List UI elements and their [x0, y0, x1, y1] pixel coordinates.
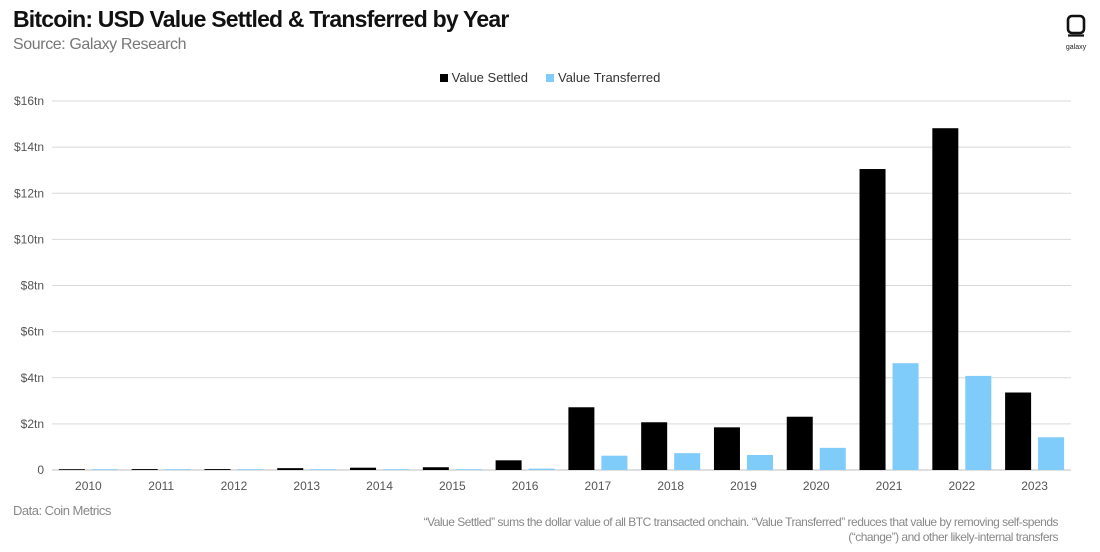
x-tick-label: 2012	[221, 479, 248, 493]
bars	[58, 128, 1065, 471]
y-tick-label: $12tn	[14, 186, 44, 200]
bar-transferred-2017	[601, 455, 628, 470]
axis-labels: 0 $2tn $4tn $6tn $8tn $10tn $12tn $14tn $16tn 201…	[14, 94, 1048, 493]
footnote: “Value Settled” sums the dollar value of…	[423, 515, 1059, 544]
bar-transferred-2020	[819, 447, 846, 470]
bar-settled-2013	[277, 468, 304, 470]
y-tick-label: $10tn	[14, 232, 44, 246]
x-tick-label: 2014	[366, 479, 393, 493]
bar-settled-2014	[350, 467, 377, 470]
x-tick-label: 2011	[148, 479, 174, 493]
bar-transferred-2023	[1038, 437, 1065, 470]
x-tick-label: 2015	[439, 479, 466, 493]
bar-settled-2015	[422, 467, 449, 470]
y-tick-label: $16tn	[14, 94, 44, 108]
legend-label-transferred: Value Transferred	[558, 70, 661, 85]
bar-transferred-2018	[674, 453, 701, 470]
bar-settled-2010	[58, 469, 85, 470]
x-tick-label: 2021	[876, 479, 903, 493]
bar-transferred-2021	[892, 363, 919, 470]
x-tick-label: 2020	[803, 479, 830, 493]
bar-settled-2020	[786, 416, 813, 470]
legend-swatch-settled	[439, 73, 448, 82]
x-tick-label: 2019	[730, 479, 757, 493]
x-tick-label: 2018	[657, 479, 684, 493]
bar-transferred-2015	[455, 469, 482, 470]
y-tick-label: $6tn	[21, 325, 44, 339]
chart-subtitle: Source: Galaxy Research	[13, 36, 187, 53]
bar-settled-2012	[204, 469, 231, 470]
y-tick-label: $8tn	[21, 279, 44, 293]
bar-settled-2018	[641, 422, 668, 470]
bar-transferred-2012	[237, 469, 264, 470]
galaxy-logo: galaxy	[1058, 14, 1094, 51]
bar-transferred-2014	[383, 469, 410, 470]
y-tick-label: $2tn	[21, 417, 44, 431]
legend-item-transferred: Value Transferred	[546, 70, 660, 85]
chart-title: Bitcoin: USD Value Settled & Transferred…	[13, 6, 509, 32]
x-tick-label: 2016	[512, 479, 539, 493]
legend-item-settled: Value Settled	[439, 70, 528, 85]
bar-settled-2019	[713, 427, 740, 470]
x-tick-label: 2022	[948, 479, 975, 493]
x-tick-label: 2017	[585, 479, 612, 493]
galaxy-logo-icon	[1066, 14, 1086, 37]
logo-text: galaxy	[1065, 44, 1087, 51]
bar-settled-2011	[131, 469, 158, 470]
bar-settled-2021	[859, 169, 886, 471]
bar-transferred-2016	[528, 468, 555, 470]
bar-transferred-2022	[965, 375, 992, 470]
bar-settled-2023	[1005, 392, 1032, 470]
bar-transferred-2013	[310, 469, 337, 470]
bar-settled-2016	[495, 460, 522, 470]
x-tick-label: 2010	[75, 479, 102, 493]
y-tick-label: $14tn	[14, 140, 44, 154]
bar-transferred-2010	[91, 469, 118, 470]
bar-transferred-2011	[164, 469, 191, 470]
legend-swatch-transferred	[546, 73, 554, 82]
data-source: Data: Coin Metrics	[13, 503, 111, 518]
y-tick-label: 0	[37, 463, 44, 477]
bar-settled-2022	[932, 128, 959, 470]
bar-settled-2017	[568, 407, 595, 470]
y-tick-label: $4tn	[21, 371, 44, 385]
x-tick-label: 2023	[1021, 479, 1048, 493]
legend-label-settled: Value Settled	[451, 70, 528, 85]
chart-legend: Value Settled Value Transferred	[0, 70, 1100, 85]
x-tick-label: 2013	[293, 479, 320, 493]
bar-transferred-2019	[746, 455, 773, 470]
